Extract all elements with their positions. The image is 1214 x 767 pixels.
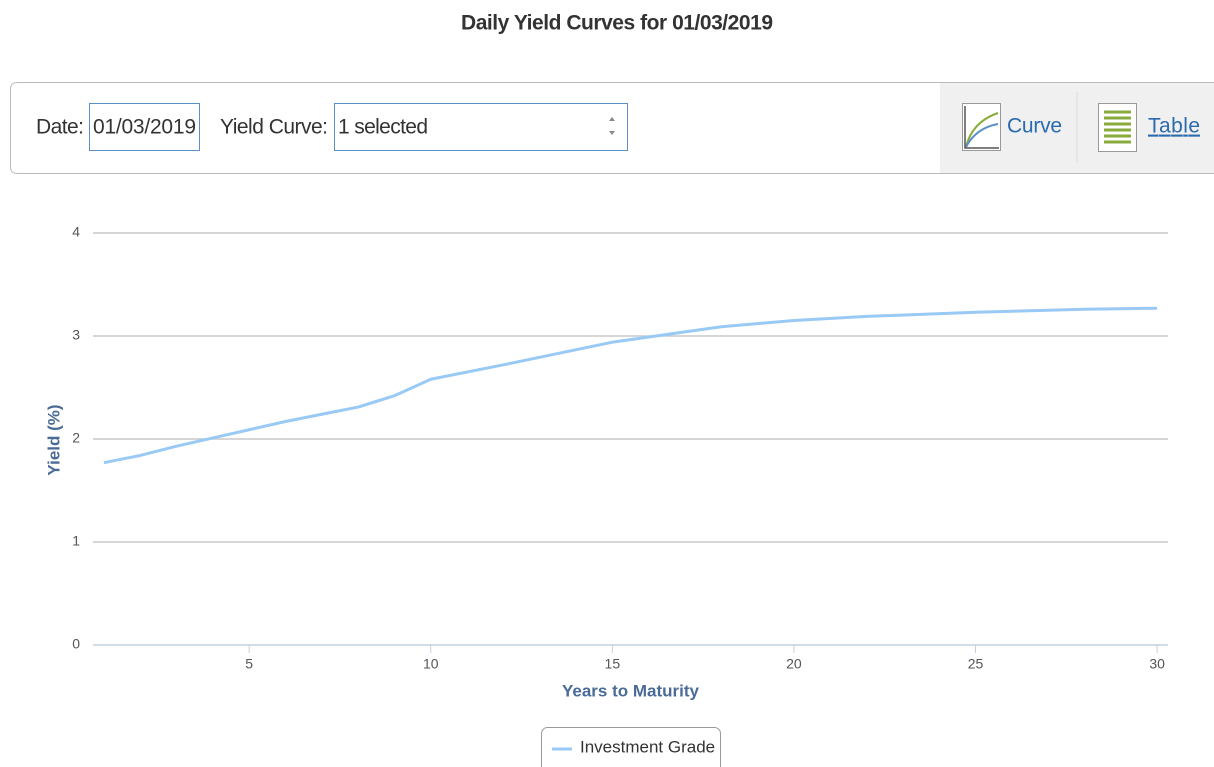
- x-tick-label: 15: [605, 656, 621, 672]
- date-label: Date:: [36, 116, 84, 139]
- select-arrows: [609, 117, 615, 135]
- y-axis-title: Yield (%): [44, 404, 63, 475]
- y-tick-label: 4: [72, 224, 80, 240]
- x-tick-label: 10: [423, 656, 439, 672]
- table-view-link[interactable]: Table: [1148, 115, 1200, 138]
- x-tick-label: 30: [1149, 656, 1165, 672]
- curve-value: 1 selected: [338, 116, 428, 139]
- y-tick-label: 0: [72, 636, 80, 652]
- curve-icon: [962, 103, 1001, 151]
- y-tick-label: 3: [72, 327, 80, 343]
- x-tick-label: 25: [968, 656, 984, 672]
- curve-select[interactable]: [334, 103, 628, 151]
- series-line: [103, 306, 1158, 465]
- date-value: 01/03/2019: [93, 116, 196, 139]
- curve-label: Yield Curve:: [220, 116, 328, 139]
- y-tick-label: 1: [72, 533, 80, 549]
- date-input[interactable]: [89, 103, 200, 151]
- x-tick-label: 20: [786, 656, 802, 672]
- legend-box: [541, 727, 721, 767]
- x-tick-label: 5: [245, 656, 253, 672]
- table-icon: [1098, 103, 1137, 152]
- page-title: Daily Yield Curves for 01/03/2019: [461, 12, 773, 35]
- curve-view-link[interactable]: Curve: [1007, 115, 1062, 138]
- legend-label: Investment Grade: [580, 737, 715, 756]
- y-tick-label: 2: [72, 430, 80, 446]
- x-axis-title: Years to Maturity: [562, 681, 700, 700]
